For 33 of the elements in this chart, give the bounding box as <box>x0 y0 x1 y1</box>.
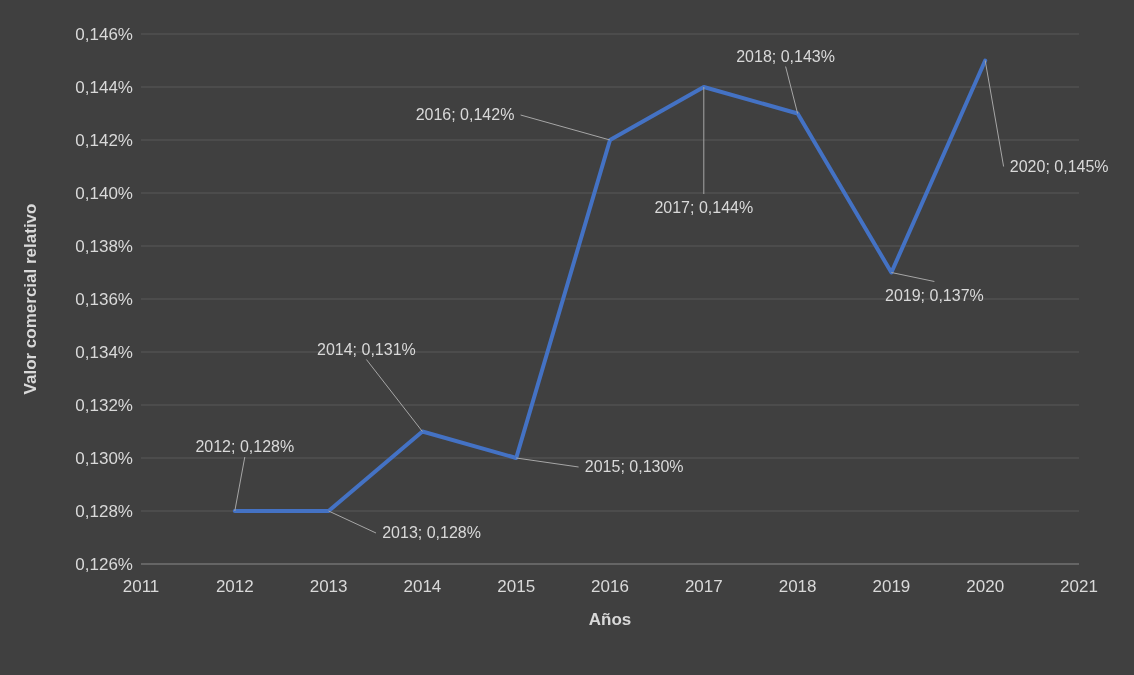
x-tick-label: 2018 <box>778 577 817 597</box>
y-tick-label: 0,136% <box>75 290 133 310</box>
y-tick-label: 0,128% <box>75 502 133 522</box>
y-axis-title: Valor comercial relativo <box>21 203 41 395</box>
data-label: 2012; 0,128% <box>195 438 295 455</box>
data-label: 2020; 0,145% <box>1009 157 1109 175</box>
y-tick-label: 0,140% <box>75 184 133 204</box>
y-tick-label: 0,130% <box>75 449 133 469</box>
y-tick-label: 0,132% <box>75 396 133 416</box>
y-tick-label: 0,138% <box>75 237 133 257</box>
y-tick-label: 0,134% <box>75 343 133 363</box>
y-tick-label: 0,144% <box>75 78 133 98</box>
y-tick-label: 0,142% <box>75 131 133 151</box>
data-label: 2016; 0,142% <box>415 106 515 123</box>
x-tick-label: 2020 <box>966 577 1005 597</box>
x-tick-label: 2011 <box>122 577 160 597</box>
y-tick-label: 0,146% <box>75 25 133 45</box>
y-tick-label: 0,126% <box>75 555 133 575</box>
data-label: 2014; 0,131% <box>317 340 416 358</box>
data-label: 2013; 0,128% <box>382 524 481 541</box>
x-tick-label: 2013 <box>309 577 348 597</box>
data-label: 2017; 0,144% <box>654 199 754 216</box>
x-tick-label: 2017 <box>684 577 723 597</box>
data-label: 2019; 0,137% <box>885 286 984 304</box>
x-tick-label: 2015 <box>497 577 536 597</box>
data-label: 2015; 0,130% <box>584 458 684 475</box>
x-tick-label: 2016 <box>591 577 629 597</box>
data-label: 2018; 0,143% <box>736 47 835 65</box>
x-axis-title: Años <box>588 610 632 629</box>
x-tick-label: 2014 <box>403 577 442 597</box>
x-tick-label: 2012 <box>215 577 254 597</box>
x-tick-label: 2019 <box>872 577 911 597</box>
x-tick-label: 2021 <box>1060 577 1098 597</box>
